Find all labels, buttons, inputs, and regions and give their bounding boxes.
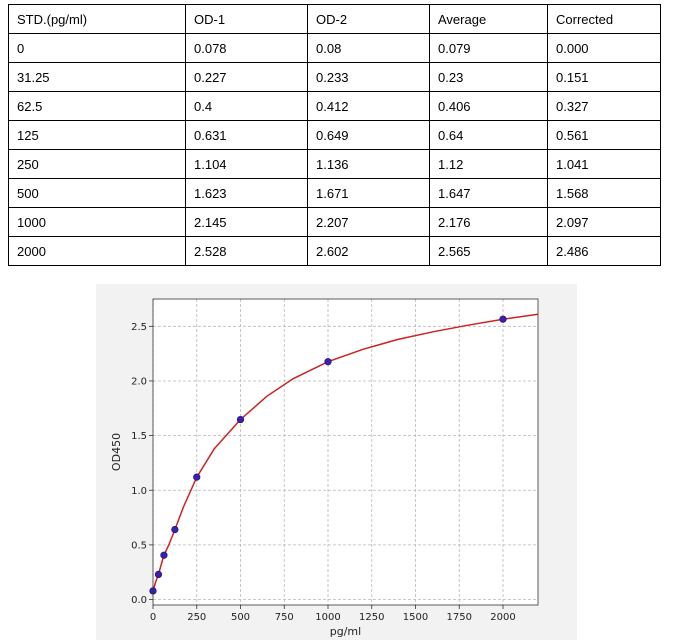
data-point	[499, 315, 507, 323]
table-cell: 2.176	[429, 207, 548, 237]
table-cell: 0.000	[547, 33, 661, 63]
table-cell: 31.25	[8, 62, 186, 92]
table-row: 62.5 0.4 0.412 0.406 0.327	[8, 91, 661, 121]
table-cell: 0.412	[307, 91, 430, 121]
table-cell: 0.649	[307, 120, 430, 150]
table-row: 125 0.631 0.649 0.64 0.561	[8, 120, 661, 150]
data-point	[154, 570, 163, 579]
table-cell: 0.631	[185, 120, 308, 150]
table-cell: 1.671	[307, 178, 430, 208]
table-cell: 0.561	[547, 120, 661, 150]
table-cell: 0.151	[547, 62, 661, 92]
x-tick-label: 1000	[315, 612, 340, 623]
chart-canvas: 0 250 500 750 1000 1250 1500 1750 2000 0.0 0.5 1.0 1…	[110, 298, 539, 638]
table-cell: 0.079	[429, 33, 548, 63]
x-tick-label: 1500	[403, 612, 428, 623]
table-row: 500 1.623 1.671 1.647 1.568	[8, 178, 661, 208]
column-header: Corrected	[547, 4, 661, 34]
table-row: 0 0.078 0.08 0.079 0.000	[8, 33, 661, 63]
table-cell: 0.406	[429, 91, 548, 121]
table-cell: 1.623	[185, 178, 308, 208]
table-cell: 1.136	[307, 149, 430, 179]
table-cell: 2.565	[429, 236, 548, 266]
y-axis-label: OD450	[110, 433, 123, 471]
data-point	[324, 358, 332, 366]
table-cell: 2.528	[185, 236, 308, 266]
table-cell: 0.08	[307, 33, 430, 63]
table-cell: 2000	[8, 236, 186, 266]
standard-curve-chart: 0 250 500 750 1000 1250 1500 1750 2000 0.0 0.5 1.0 1…	[96, 284, 577, 640]
x-tick-label: 250	[187, 612, 206, 623]
table-cell: 1.041	[547, 149, 661, 179]
table-cell: 0.227	[185, 62, 308, 92]
standard-curve-table: STD.(pg/ml) OD-1 OD-2 Average Corrected 0 0.07…	[8, 4, 661, 266]
table-cell: 125	[8, 120, 186, 150]
table-cell: 2.602	[307, 236, 430, 266]
data-point	[171, 525, 179, 534]
x-tick-label: 500	[231, 612, 250, 623]
y-tick-label: 1.0	[131, 486, 147, 497]
table-cell: 0	[8, 33, 186, 63]
table-cell: 250	[8, 149, 186, 179]
column-header: OD-2	[307, 4, 430, 34]
table-cell: 1.647	[429, 178, 548, 208]
table-cell: 2.207	[307, 207, 430, 237]
table-row: 250 1.104 1.136 1.12 1.041	[8, 149, 661, 179]
table-header-row: STD.(pg/ml) OD-1 OD-2 Average Corrected	[8, 4, 661, 34]
y-tick-label: 2.5	[131, 322, 147, 333]
y-tick-label: 0.5	[131, 540, 147, 551]
fit-curve	[152, 313, 539, 592]
table-row: 2000 2.528 2.602 2.565 2.486	[8, 236, 661, 266]
x-tick-label: 2000	[490, 612, 515, 623]
table-cell: 2.486	[547, 236, 661, 266]
x-tick-label: 0	[150, 612, 156, 623]
table-cell: 0.233	[307, 62, 430, 92]
plot-area	[153, 299, 538, 605]
data-point	[193, 473, 201, 481]
table-cell: 1.12	[429, 149, 548, 179]
data-point	[160, 551, 168, 559]
table-cell: 0.078	[185, 33, 308, 63]
table-cell: 500	[8, 178, 186, 208]
table-cell: 0.64	[429, 120, 548, 150]
column-header: Average	[429, 4, 548, 34]
x-tick-label: 750	[275, 612, 294, 623]
x-tick-label: 1250	[359, 612, 384, 623]
table-cell: 1000	[8, 207, 186, 237]
y-tick-label: 0.0	[131, 595, 147, 606]
x-axis-label: pg/ml	[330, 625, 361, 638]
table-cell: 0.23	[429, 62, 548, 92]
y-tick-label: 2.0	[131, 376, 147, 387]
table-cell: 62.5	[8, 91, 186, 121]
column-header: OD-1	[185, 4, 308, 34]
column-header: STD.(pg/ml)	[8, 4, 186, 34]
data-point	[236, 415, 245, 424]
axes-frame	[152, 298, 539, 606]
table-cell: 1.104	[185, 149, 308, 179]
x-tick-label: 1750	[447, 612, 472, 623]
table-row: 1000 2.145 2.207 2.176 2.097	[8, 207, 661, 237]
table-row: 31.25 0.227 0.233 0.23 0.151	[8, 62, 661, 92]
table-cell: 0.327	[547, 91, 661, 121]
table-cell: 2.145	[185, 207, 308, 237]
table-cell: 1.568	[547, 178, 661, 208]
table-cell: 2.097	[547, 207, 661, 237]
y-tick-label: 1.5	[131, 431, 147, 442]
table-cell: 0.4	[185, 91, 308, 121]
